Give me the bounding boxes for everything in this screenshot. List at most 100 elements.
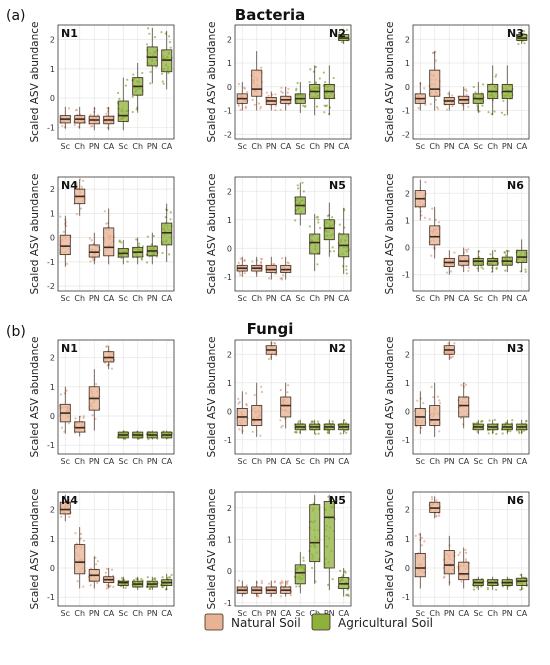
x-tick-label: Sc (119, 294, 128, 303)
x-tick-label: CA (280, 609, 292, 618)
plot-frame (234, 24, 352, 140)
x-tick-label: CA (458, 609, 470, 618)
jitter-point (131, 95, 134, 98)
jitter-point (279, 389, 282, 392)
x-tick-label: PN (89, 457, 100, 466)
jitter-point (75, 184, 78, 187)
y-tick-label: 1 (405, 379, 410, 388)
jitter-point (281, 424, 284, 427)
jitter-point (146, 576, 149, 579)
x-tick-label: Ch (251, 142, 262, 151)
jitter-point (495, 266, 498, 269)
jitter-point (434, 218, 437, 221)
jitter-point (438, 399, 441, 402)
y-tick-label: 0 (405, 564, 410, 573)
jitter-point (279, 595, 282, 598)
jitter-point (280, 90, 283, 93)
jitter-point (169, 576, 172, 579)
x-tick-label: CA (338, 609, 350, 618)
x-tick-label: CA (516, 609, 528, 618)
jitter-point (245, 584, 248, 587)
jitter-point (106, 222, 109, 225)
box (429, 405, 441, 426)
x-tick-label: Sc (119, 142, 128, 151)
jitter-point (449, 356, 452, 359)
x-tick-label: Sc (474, 142, 483, 151)
jitter-point (160, 30, 163, 34)
jitter-point (447, 92, 450, 95)
jitter-point (436, 106, 439, 109)
jitter-point (482, 267, 485, 270)
jitter-point (416, 399, 419, 402)
jitter-point (149, 70, 152, 73)
jitter-point (460, 384, 463, 387)
box (323, 501, 335, 569)
box (88, 244, 100, 258)
jitter-point (331, 578, 334, 581)
jitter-point (466, 250, 469, 253)
jitter-point (346, 588, 349, 591)
x-tick-label: Ch (487, 142, 498, 151)
jitter-point (509, 430, 512, 433)
jitter-point (103, 210, 106, 213)
jitter-point (524, 268, 527, 271)
x-tick-label: PN (266, 457, 277, 466)
y-tick-label: 2 (227, 350, 232, 359)
x-tick-label: Ch (309, 609, 320, 618)
jitter-point (332, 250, 336, 253)
x-tick-label: PN (502, 294, 513, 303)
jitter-point (105, 112, 108, 115)
jitter-point (504, 254, 508, 257)
x-tick-label: Sc (119, 457, 128, 466)
jitter-point (517, 42, 520, 46)
legend-swatch-agricultural (311, 613, 331, 631)
jitter-point (68, 107, 71, 110)
jitter-point (523, 42, 526, 45)
x-tick-label: Ch (132, 609, 143, 618)
jitter-point (79, 532, 83, 536)
y-tick-label: -1 (402, 271, 410, 280)
jitter-point (314, 65, 318, 69)
jitter-point (487, 432, 490, 435)
jitter-point (161, 251, 164, 255)
jitter-point (96, 560, 99, 563)
jitter-point (327, 495, 330, 498)
y-tick-label: 1 (50, 65, 55, 74)
x-tick-label: PN (324, 609, 335, 618)
x-tick-label: PN (89, 142, 100, 151)
y-axis-label: Scaled ASV abundance (384, 488, 396, 609)
jitter-point (460, 580, 463, 583)
plot-frame (234, 491, 352, 607)
x-tick-label: Ch (429, 457, 440, 466)
y-tick-label: 2 (50, 185, 55, 194)
jitter-point (74, 532, 77, 535)
jitter-point (503, 251, 506, 254)
jitter-point (148, 588, 151, 591)
box (309, 504, 321, 563)
jitter-point (457, 553, 460, 557)
y-tick-label: 2 (227, 504, 232, 513)
y-axis-label: Scaled ASV abundance (29, 488, 41, 609)
jitter-point (524, 420, 528, 423)
x-tick-label: Ch (309, 457, 320, 466)
jitter-point (481, 420, 484, 423)
jitter-point (339, 432, 342, 435)
jitter-point (169, 218, 172, 221)
jitter-point (297, 187, 300, 190)
jitter-point (273, 581, 276, 584)
legend-label-natural: Natural Soil (231, 616, 301, 630)
y-tick-label: 0 (227, 83, 232, 92)
jitter-point (271, 93, 274, 96)
x-tick-label: Sc (238, 142, 247, 151)
jitter-point (519, 573, 522, 577)
jitter-point (428, 218, 431, 221)
jitter-point (279, 108, 282, 111)
jitter-point (301, 181, 304, 184)
jitter-point (302, 556, 305, 559)
jitter-point (451, 355, 454, 358)
jitter-point (318, 77, 321, 80)
jitter-point (339, 569, 342, 573)
jitter-point (280, 86, 283, 89)
